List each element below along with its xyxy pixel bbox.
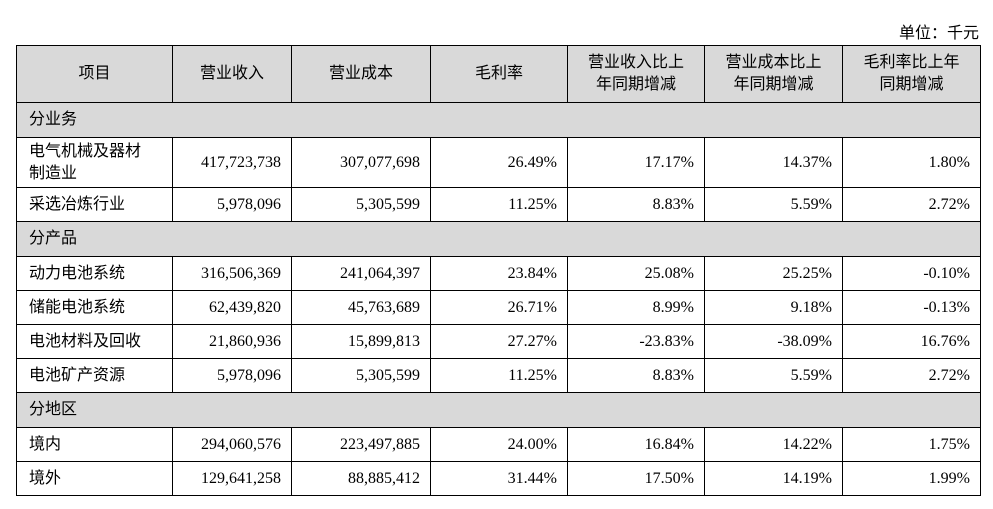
cell-value: 16.76% <box>842 324 981 359</box>
header-text: 营业收入比上年同期增减 <box>587 54 684 93</box>
header-text: 毛利率 <box>474 65 523 82</box>
cell-value: 16.84% <box>567 427 705 462</box>
section-row: 分地区 <box>16 392 981 428</box>
header-text: 营业收入 <box>199 65 264 82</box>
cell-value: 88,885,412 <box>291 461 431 496</box>
cell-value: 15,899,813 <box>291 324 431 359</box>
cell-value: 8.99% <box>567 290 705 325</box>
item-text: 电池矿产资源 <box>29 366 126 384</box>
column-header: 毛利率比上年同期增减 <box>842 45 981 103</box>
data-row: 采选冶炼行业 5,978,096 5,305,599 11.25% 8.83% 5.59%… <box>16 187 981 222</box>
section-title: 分业务 <box>16 102 981 138</box>
header-text: 营业成本比上年同期增减 <box>725 54 822 93</box>
item-text: 电池材料及回收 <box>29 332 142 350</box>
revenue-table: 项目 营业收入 营业成本 毛利率 营业收入比上年同期增减 营业成本比上年同期增减 毛利率比上… <box>16 45 981 496</box>
cell-value: 5,978,096 <box>172 187 292 222</box>
cell-value: -0.13% <box>842 290 981 325</box>
cell-value: 241,064,397 <box>291 256 431 291</box>
item-name: 动力电池系统 <box>16 256 173 291</box>
column-header: 营业收入比上年同期增减 <box>567 45 705 103</box>
section-title: 分地区 <box>16 392 981 428</box>
cell-value: 11.25% <box>430 187 568 222</box>
item-name: 电池矿产资源 <box>16 358 173 393</box>
cell-value: 1.75% <box>842 427 981 462</box>
header-text: 营业成本 <box>328 65 393 82</box>
cell-value: -23.83% <box>567 324 705 359</box>
cell-value: 25.25% <box>704 256 843 291</box>
cell-value: 294,060,576 <box>172 427 292 462</box>
cell-value: 14.37% <box>704 137 843 188</box>
cell-value: 2.72% <box>842 358 981 393</box>
cell-value: 11.25% <box>430 358 568 393</box>
cell-value: 27.27% <box>430 324 568 359</box>
item-name: 电池材料及回收 <box>16 324 173 359</box>
cell-value: 1.80% <box>842 137 981 188</box>
column-header: 项目 <box>16 45 173 103</box>
item-name: 采选冶炼行业 <box>16 187 173 222</box>
item-text: 境外 <box>29 469 62 487</box>
cell-value: 5,978,096 <box>172 358 292 393</box>
cell-value: 25.08% <box>567 256 705 291</box>
cell-value: 14.22% <box>704 427 843 462</box>
cell-value: -38.09% <box>704 324 843 359</box>
data-row: 储能电池系统 62,439,820 45,763,689 26.71% 8.99% 9.1… <box>16 290 981 325</box>
cell-value: 307,077,698 <box>291 137 431 188</box>
cell-value: 45,763,689 <box>291 290 431 325</box>
cell-value: 17.50% <box>567 461 705 496</box>
cell-value: 26.71% <box>430 290 568 325</box>
cell-value: 21,860,936 <box>172 324 292 359</box>
section-row: 分业务 <box>16 102 981 138</box>
cell-value: 2.72% <box>842 187 981 222</box>
item-name: 境外 <box>16 461 173 496</box>
column-header: 营业成本比上年同期增减 <box>704 45 843 103</box>
cell-value: 24.00% <box>430 427 568 462</box>
cell-value: 5,305,599 <box>291 358 431 393</box>
cell-value: 8.83% <box>567 187 705 222</box>
data-row: 境内 294,060,576 223,497,885 24.00% 16.84% 14.2… <box>16 427 981 462</box>
header-text: 毛利率比上年同期增减 <box>863 54 960 93</box>
item-text: 境内 <box>29 435 62 453</box>
cell-value: 62,439,820 <box>172 290 292 325</box>
cell-value: 14.19% <box>704 461 843 496</box>
data-row: 境外 129,641,258 88,885,412 31.44% 17.50% 14.19… <box>16 461 981 496</box>
item-name: 储能电池系统 <box>16 290 173 325</box>
item-name: 电气机械及器材制造业 <box>16 137 173 188</box>
cell-value: 5.59% <box>704 358 843 393</box>
column-header: 营业成本 <box>291 45 431 103</box>
cell-value: -0.10% <box>842 256 981 291</box>
header-text: 项目 <box>78 65 111 82</box>
cell-value: 5.59% <box>704 187 843 222</box>
data-row: 电气机械及器材制造业 417,723,738 307,077,698 26.49% 17… <box>16 137 981 188</box>
cell-value: 223,497,885 <box>291 427 431 462</box>
data-row: 电池矿产资源 5,978,096 5,305,599 11.25% 8.83% 5.59%… <box>16 358 981 393</box>
column-header: 毛利率 <box>430 45 568 103</box>
cell-value: 1.99% <box>842 461 981 496</box>
cell-value: 26.49% <box>430 137 568 188</box>
section-title: 分产品 <box>16 221 981 257</box>
item-name: 境内 <box>16 427 173 462</box>
cell-value: 31.44% <box>430 461 568 496</box>
cell-value: 23.84% <box>430 256 568 291</box>
cell-value: 316,506,369 <box>172 256 292 291</box>
data-row: 动力电池系统 316,506,369 241,064,397 23.84% 25.08%… <box>16 256 981 291</box>
column-header: 营业收入 <box>172 45 292 103</box>
unit-label: 单位：千元 <box>898 25 979 42</box>
item-text: 储能电池系统 <box>29 298 126 316</box>
cell-value: 9.18% <box>704 290 843 325</box>
item-text: 电气机械及器材制造业 <box>29 142 142 182</box>
cell-value: 5,305,599 <box>291 187 431 222</box>
header-row: 项目 营业收入 营业成本 毛利率 营业收入比上年同期增减 营业成本比上年同期增减 毛利率比上… <box>16 45 981 103</box>
cell-value: 17.17% <box>567 137 705 188</box>
cell-value: 129,641,258 <box>172 461 292 496</box>
cell-value: 8.83% <box>567 358 705 393</box>
section-row: 分产品 <box>16 221 981 257</box>
item-text: 动力电池系统 <box>29 264 126 282</box>
item-text: 采选冶炼行业 <box>29 195 126 213</box>
data-row: 电池材料及回收 21,860,936 15,899,813 27.27% -23.83%… <box>16 324 981 359</box>
cell-value: 417,723,738 <box>172 137 292 188</box>
